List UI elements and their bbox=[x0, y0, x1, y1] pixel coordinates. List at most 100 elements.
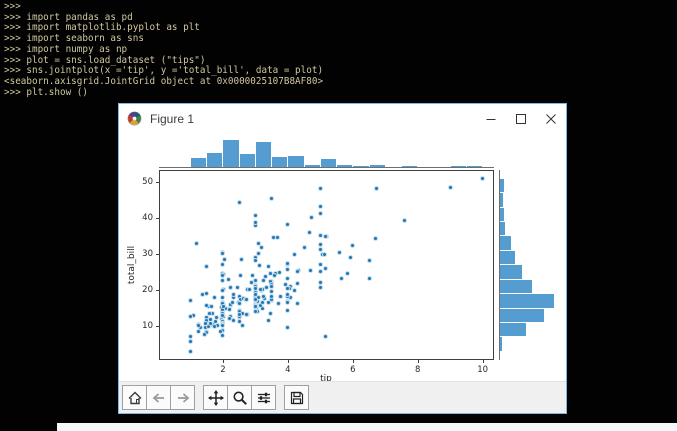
save-button[interactable] bbox=[284, 385, 309, 410]
scatter-point bbox=[401, 217, 407, 223]
scatter-point bbox=[309, 214, 315, 220]
scatter-point bbox=[230, 292, 236, 298]
scatter-point bbox=[322, 252, 328, 258]
scatter-point bbox=[226, 277, 232, 283]
scatter-point bbox=[212, 295, 218, 301]
x-tick-mark bbox=[287, 360, 289, 363]
scatter-point bbox=[268, 271, 274, 277]
scatter-point bbox=[206, 311, 212, 317]
top-hist-bar bbox=[466, 166, 483, 167]
scatter-point bbox=[193, 241, 199, 247]
scatter-point bbox=[291, 288, 297, 294]
window-titlebar[interactable]: Figure 1 bbox=[119, 104, 566, 133]
scatter-point bbox=[301, 245, 307, 251]
scatter-point bbox=[220, 273, 226, 279]
y-tick-label: 10 bbox=[142, 321, 153, 332]
minimize-button[interactable] bbox=[476, 104, 506, 133]
right-hist-bar bbox=[500, 236, 511, 250]
scatter-point bbox=[236, 311, 242, 317]
scatter-point bbox=[249, 279, 254, 285]
pan-button[interactable] bbox=[203, 385, 228, 410]
scatter-point bbox=[255, 250, 261, 256]
right-hist-bar bbox=[500, 178, 504, 193]
scatter-point bbox=[269, 294, 275, 300]
terminal-line: >>> import seaborn as sns bbox=[4, 33, 144, 45]
terminal-line: >>> plot = sns.load_dataset ("tips") bbox=[4, 54, 206, 66]
scatter-point bbox=[347, 255, 353, 260]
scatter-point bbox=[350, 242, 356, 248]
scatter-point bbox=[277, 293, 283, 299]
scatter-point bbox=[317, 268, 323, 274]
top-hist-baseline bbox=[159, 167, 494, 168]
top-hist-bar bbox=[207, 152, 223, 167]
python-console[interactable]: >>> >>> import pandas as pd >>> import mat… bbox=[4, 1, 564, 98]
y-tick-label: 30 bbox=[142, 249, 153, 259]
scatter-point bbox=[220, 261, 226, 267]
top-hist-bar bbox=[255, 142, 272, 167]
right-hist-bar bbox=[500, 337, 502, 351]
y-tick-mark bbox=[156, 181, 159, 183]
y-tick-label: 40 bbox=[142, 212, 153, 223]
scatter-point bbox=[317, 279, 323, 285]
scatter-point bbox=[226, 306, 232, 312]
scatter-point bbox=[220, 323, 226, 329]
scatter-point bbox=[258, 244, 264, 250]
scatter-point bbox=[285, 292, 291, 298]
x-tick-mark bbox=[222, 360, 224, 363]
scatter-point bbox=[260, 306, 266, 312]
scatter-point bbox=[196, 323, 202, 329]
right-hist-bar bbox=[500, 222, 505, 236]
scatter-point bbox=[265, 317, 271, 323]
scatter-point bbox=[196, 328, 202, 334]
scatter-point bbox=[285, 308, 291, 314]
x-tick-mark bbox=[417, 360, 419, 363]
close-button[interactable] bbox=[536, 104, 566, 133]
scatter-point bbox=[366, 258, 372, 264]
scatter-point bbox=[252, 220, 258, 226]
zoom-button[interactable] bbox=[227, 385, 252, 410]
scatter-point bbox=[295, 281, 301, 287]
scatter-point bbox=[317, 246, 323, 252]
y-tick-label: 50 bbox=[142, 176, 153, 187]
top-hist-bar bbox=[288, 156, 304, 167]
page-bottom-strip bbox=[57, 423, 677, 431]
x-tick-label: 2 bbox=[220, 365, 226, 375]
right-hist-bar bbox=[500, 193, 503, 207]
scatter-point bbox=[307, 230, 313, 236]
scatter-point bbox=[220, 312, 226, 318]
scatter-point bbox=[252, 258, 258, 264]
scatter-point bbox=[345, 270, 351, 276]
x-tick-label: 10 bbox=[477, 365, 489, 375]
scatter-point bbox=[317, 185, 323, 191]
figure-canvas[interactable]: 2 4 6 8 10 10 20 30 40 50 total_bill tip bbox=[119, 133, 566, 381]
top-hist-bar bbox=[353, 166, 369, 167]
top-hist-bar bbox=[239, 154, 255, 167]
right-hist-bar bbox=[500, 323, 527, 337]
scatter-point bbox=[220, 288, 226, 294]
scatter-point bbox=[317, 211, 323, 217]
scatter-point bbox=[238, 273, 244, 279]
maximize-button[interactable] bbox=[506, 104, 536, 133]
scatter-point bbox=[269, 289, 275, 295]
scatter-point bbox=[264, 285, 270, 291]
top-hist-bar bbox=[320, 158, 337, 167]
configure-subplots-button[interactable] bbox=[251, 385, 276, 410]
x-tick-label: 8 bbox=[414, 365, 421, 375]
forward-button[interactable] bbox=[170, 385, 195, 410]
x-tick-label: 4 bbox=[285, 365, 291, 375]
scatter-point bbox=[213, 314, 219, 320]
scatter-point bbox=[257, 287, 263, 293]
scatter-points bbox=[159, 170, 494, 360]
scatter-point bbox=[323, 266, 329, 272]
back-button[interactable] bbox=[146, 385, 171, 410]
terminal-line: >>> import numpy as np bbox=[4, 43, 128, 55]
scatter-plot-area bbox=[159, 170, 494, 360]
home-button[interactable] bbox=[122, 385, 147, 410]
scatter-point bbox=[265, 299, 271, 305]
top-hist-bar bbox=[369, 164, 385, 167]
scatter-point bbox=[261, 277, 267, 283]
scatter-point bbox=[252, 291, 258, 297]
scatter-point bbox=[220, 251, 226, 257]
right-hist-bar bbox=[500, 308, 545, 322]
scatter-point bbox=[261, 293, 267, 299]
